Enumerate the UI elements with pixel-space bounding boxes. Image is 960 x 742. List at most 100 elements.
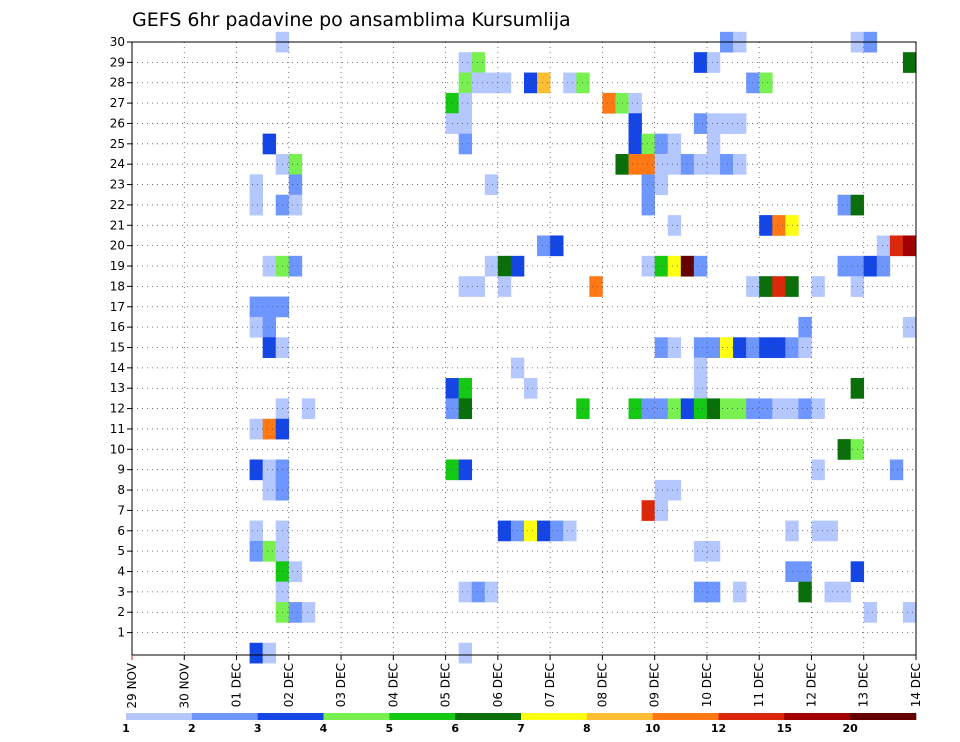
heatmap-cell xyxy=(759,398,773,420)
heatmap-cell xyxy=(471,72,486,94)
heatmap-cell xyxy=(759,337,773,358)
heatmap-cell xyxy=(458,133,473,155)
heatmap-cell xyxy=(249,194,263,216)
y-tick-label: 22 xyxy=(110,198,125,212)
heatmap-cell xyxy=(262,418,277,440)
heatmap-cell xyxy=(733,154,747,175)
heatmap-cell xyxy=(262,296,277,318)
heatmap-cell xyxy=(458,459,473,481)
heatmap-cell xyxy=(262,479,277,501)
heatmap-cell xyxy=(837,194,851,216)
heatmap-cell xyxy=(471,52,486,73)
x-tick-label: 05 DEC xyxy=(439,663,453,707)
heatmap-cell xyxy=(693,581,708,603)
y-tick-label: 11 xyxy=(110,422,125,436)
y-tick-label: 14 xyxy=(110,361,125,375)
heatmap-cell xyxy=(667,479,682,501)
heatmap-cell xyxy=(249,520,263,542)
heatmap-cell xyxy=(733,337,747,358)
heatmap-cell xyxy=(693,255,708,277)
heatmap-cell xyxy=(288,174,303,196)
x-tick-label: 30 NOV xyxy=(177,662,191,708)
x-tick-label: 13 DEC xyxy=(857,663,871,707)
heatmap-cell xyxy=(706,398,721,420)
legend-threshold-label: 1 xyxy=(122,722,130,735)
heatmap-cell xyxy=(537,520,551,542)
heatmap-cell xyxy=(262,255,277,277)
heatmap-cell xyxy=(550,235,564,257)
heatmap-cell xyxy=(667,215,682,236)
heatmap-cell xyxy=(654,398,669,420)
y-tick-label: 15 xyxy=(110,340,125,354)
heatmap-cell xyxy=(863,602,878,623)
plot-frame xyxy=(131,41,917,656)
heatmap-cell xyxy=(458,72,473,94)
heatmap-cell xyxy=(759,72,773,94)
heatmap-cell xyxy=(458,581,473,603)
heatmap-cell xyxy=(641,255,655,277)
y-tick-label: 6 xyxy=(117,524,125,538)
heatmap-cell xyxy=(876,235,891,257)
legend-threshold-label: 6 xyxy=(451,722,459,735)
heatmap-cell xyxy=(563,72,577,94)
heatmap-cell xyxy=(720,113,734,134)
heatmap-cell xyxy=(458,276,473,297)
heatmap-cell xyxy=(550,520,564,542)
y-tick-label: 18 xyxy=(110,279,125,293)
x-tick-label: 07 DEC xyxy=(543,663,557,707)
legend-threshold-label: 4 xyxy=(320,722,328,735)
heatmap-cell xyxy=(458,92,473,114)
heatmap-cell xyxy=(497,520,512,542)
heatmap-cell xyxy=(288,561,303,582)
heatmap-cell xyxy=(693,378,708,399)
heatmap-cell xyxy=(537,72,551,94)
heatmap-cell xyxy=(458,642,473,664)
x-tick-label: 08 DEC xyxy=(595,663,609,707)
heatmap-cells xyxy=(249,31,917,664)
heatmap-cell xyxy=(654,154,669,175)
legend-threshold-label: 20 xyxy=(843,722,859,735)
heatmap-cell xyxy=(902,602,917,623)
heatmap-cell xyxy=(759,215,773,236)
heatmap-cell xyxy=(706,581,721,603)
heatmap-cell xyxy=(628,92,642,114)
y-tick-label: 3 xyxy=(117,585,125,599)
heatmap-cell xyxy=(811,459,825,481)
heatmap-cell xyxy=(301,602,316,623)
heatmap-cell xyxy=(667,255,682,277)
heatmap-cell xyxy=(693,357,708,379)
y-tick-label: 25 xyxy=(110,137,125,151)
heatmap-cell xyxy=(772,276,786,297)
heatmap-cell xyxy=(798,316,812,338)
heatmap-cell xyxy=(693,154,708,175)
heatmap-cell xyxy=(720,398,734,420)
y-tick-label: 27 xyxy=(110,96,125,110)
legend-threshold-label: 3 xyxy=(254,722,262,735)
heatmap-cell xyxy=(733,581,747,603)
heatmap-cell xyxy=(667,133,682,155)
heatmap-cell xyxy=(798,561,812,582)
legend-color-swatch xyxy=(257,713,324,720)
heatmap-cell xyxy=(798,337,812,358)
heatmap-cell xyxy=(706,133,721,155)
heatmap-cell xyxy=(484,174,499,196)
heatmap-cell xyxy=(484,581,499,603)
heatmap-cell xyxy=(837,581,851,603)
heatmap-cell xyxy=(798,398,812,420)
y-tick-label: 13 xyxy=(110,381,125,395)
legend-color-swatch xyxy=(521,713,588,720)
x-tick-label: 06 DEC xyxy=(491,663,505,707)
heatmap-cell xyxy=(301,398,316,420)
y-tick-label: 4 xyxy=(117,565,125,579)
heatmap-cell xyxy=(641,174,655,196)
heatmap-cell xyxy=(524,520,538,542)
heatmap-cell xyxy=(733,113,747,134)
heatmap-cell xyxy=(471,581,486,603)
legend-threshold-label: 7 xyxy=(517,722,525,735)
heatmap-cell xyxy=(249,459,263,481)
heatmap-cell xyxy=(497,276,512,297)
heatmap-cell xyxy=(471,276,486,297)
heatmap-cell xyxy=(484,72,499,94)
y-tick-label: 1 xyxy=(117,626,125,640)
heatmap-cell xyxy=(262,316,277,338)
